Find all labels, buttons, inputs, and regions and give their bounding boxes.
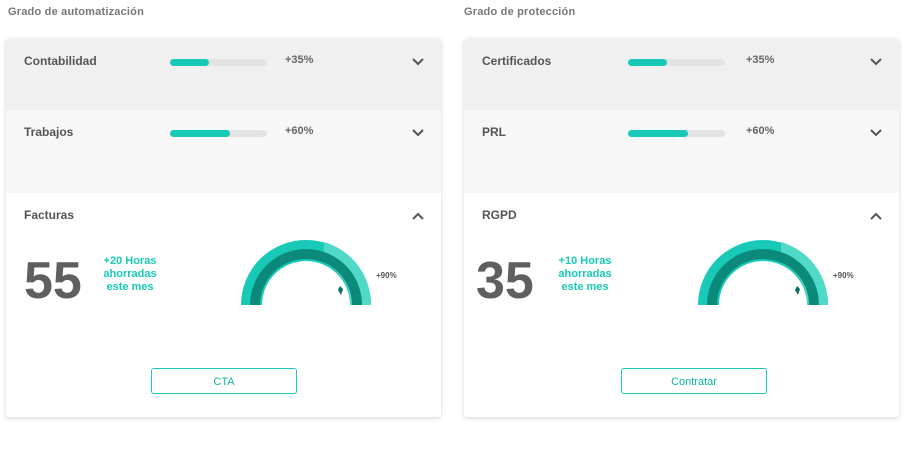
row-label: Facturas bbox=[24, 208, 75, 222]
hours-saved-note: +20 Horas ahorradas este mes bbox=[85, 255, 175, 294]
hours-saved-number: 35 bbox=[476, 252, 534, 310]
gauge-value: +90% bbox=[376, 271, 397, 280]
hours-saved-note: +10 Horas ahorradas este mes bbox=[540, 255, 630, 294]
accordion-row-facturas: Facturas 55 +20 Horas ahorradas este mes… bbox=[6, 193, 441, 417]
progress-value: +60% bbox=[285, 125, 314, 137]
progress-fill bbox=[170, 130, 231, 137]
protection-card: Certificados +35% PRL +60% RGPD 35 +10 H… bbox=[464, 39, 899, 417]
chevron-down-icon[interactable] bbox=[869, 57, 883, 67]
progress-bar bbox=[170, 130, 267, 137]
hours-saved-number: 55 bbox=[24, 252, 82, 310]
progress-bar bbox=[170, 59, 267, 66]
progress-fill bbox=[170, 59, 209, 66]
row-label: PRL bbox=[482, 125, 506, 139]
row-label: RGPD bbox=[482, 208, 517, 222]
gauge-chart bbox=[698, 240, 829, 305]
row-label: Contabilidad bbox=[24, 54, 97, 68]
progress-bar bbox=[628, 130, 725, 137]
gauge-pointer-icon bbox=[338, 286, 343, 295]
chevron-down-icon[interactable] bbox=[411, 128, 425, 138]
accordion-row-rgpd: RGPD 35 +10 Horas ahorradas este mes +90… bbox=[464, 193, 899, 417]
note-line: este mes bbox=[561, 281, 609, 293]
progress-fill bbox=[628, 59, 667, 66]
automation-section-title: Grado de automatización bbox=[8, 6, 145, 18]
note-line: +10 Horas bbox=[558, 255, 612, 267]
chevron-up-icon[interactable] bbox=[869, 211, 883, 221]
row-label: Certificados bbox=[482, 54, 552, 68]
progress-value: +60% bbox=[746, 125, 775, 137]
accordion-row-prl[interactable]: PRL +60% bbox=[464, 110, 899, 193]
automation-card: Contabilidad +35% Trabajos +60% Facturas… bbox=[6, 39, 441, 417]
accordion-row-trabajos[interactable]: Trabajos +60% bbox=[6, 110, 441, 193]
progress-value: +35% bbox=[746, 54, 775, 66]
cta-button[interactable]: CTA bbox=[151, 368, 297, 394]
note-line: ahorradas bbox=[558, 268, 612, 280]
progress-bar bbox=[628, 59, 725, 66]
chevron-down-icon[interactable] bbox=[411, 57, 425, 67]
chevron-down-icon[interactable] bbox=[869, 128, 883, 138]
protection-section-title: Grado de protección bbox=[464, 6, 576, 18]
chevron-up-icon[interactable] bbox=[411, 211, 425, 221]
accordion-row-contabilidad[interactable]: Contabilidad +35% bbox=[6, 39, 441, 110]
progress-value: +35% bbox=[285, 54, 314, 66]
gauge-inner-arc bbox=[250, 249, 362, 305]
gauge-value: +90% bbox=[833, 271, 854, 280]
gauge-chart bbox=[241, 240, 372, 305]
note-line: +20 Horas bbox=[103, 255, 157, 267]
gauge-inner-arc bbox=[707, 249, 819, 305]
progress-fill bbox=[628, 130, 689, 137]
accordion-row-certificados[interactable]: Certificados +35% bbox=[464, 39, 899, 110]
note-line: ahorradas bbox=[103, 268, 157, 280]
contratar-button[interactable]: Contratar bbox=[621, 368, 767, 394]
gauge-pointer-icon bbox=[795, 286, 800, 295]
row-label: Trabajos bbox=[24, 125, 74, 139]
note-line: este mes bbox=[106, 281, 154, 293]
